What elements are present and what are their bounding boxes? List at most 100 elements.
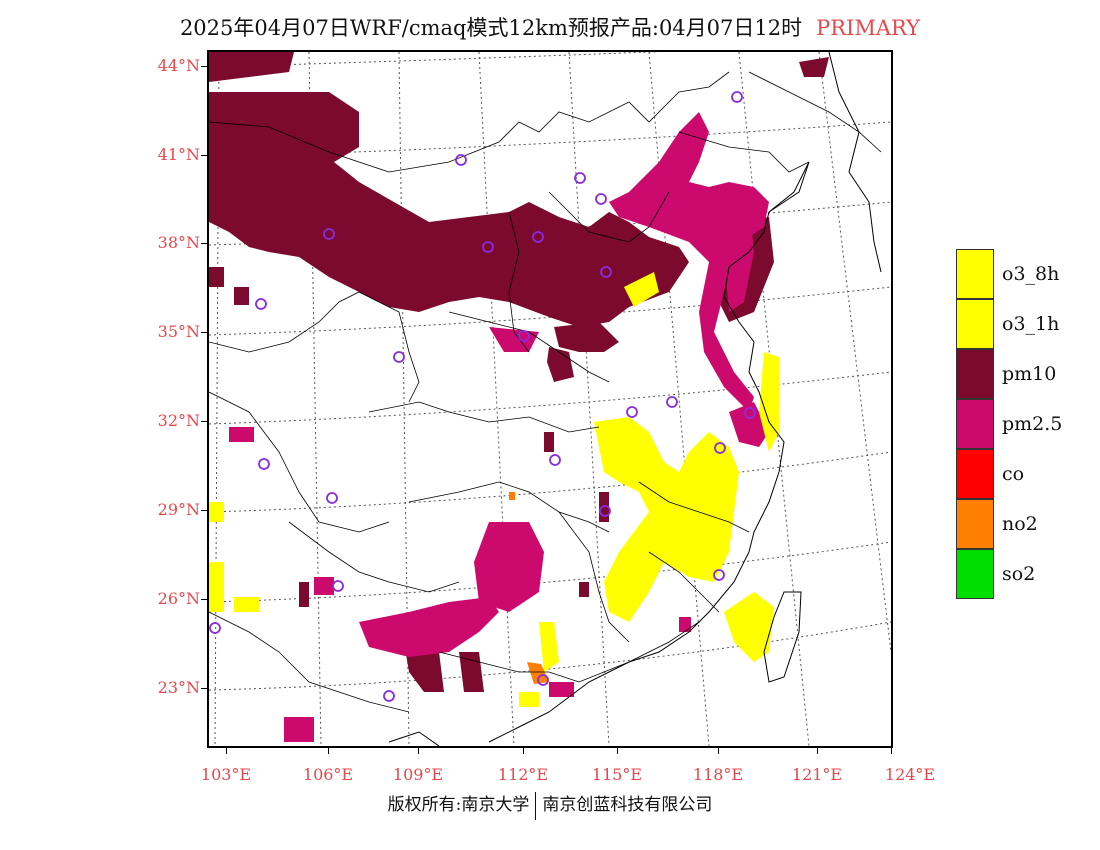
copyright-footer: 版权所有:南京大学 南京创蓝科技有限公司	[0, 790, 1100, 820]
boundary-zhejiang	[638, 481, 750, 533]
copyright-left: 版权所有:南京大学	[387, 795, 530, 815]
pm25-speck-5	[679, 617, 691, 632]
legend-label: no2	[1002, 513, 1038, 535]
latitude-tick	[201, 155, 207, 156]
legend-swatch	[956, 349, 994, 399]
legend-swatch	[956, 299, 994, 349]
pm10-speck-4	[599, 492, 609, 522]
longitude-label: 112°E	[497, 765, 549, 784]
latitude-tick	[201, 243, 207, 244]
latitude-label: 38°N	[157, 233, 200, 252]
latitude-label: 41°N	[157, 145, 200, 164]
pm25-speck-1	[229, 427, 254, 442]
circle-marker-icon	[383, 690, 395, 702]
pm25-jiangsu-coast	[729, 402, 769, 447]
pm25-bohai-arm	[724, 192, 754, 312]
boundary-liaoning	[678, 131, 810, 173]
longitude-label: 109°E	[392, 765, 444, 784]
legend-swatch	[956, 449, 994, 499]
circle-marker-icon	[518, 330, 530, 342]
legend-swatch	[956, 549, 994, 599]
taiwan-island	[763, 591, 802, 683]
longitude-label: 121°E	[791, 765, 843, 784]
circle-marker-icon	[393, 351, 405, 363]
circle-marker-icon	[600, 266, 612, 278]
latitude-tick	[201, 510, 207, 511]
longitude-tick	[817, 748, 818, 754]
circle-marker-icon	[574, 172, 586, 184]
station-markers	[209, 91, 756, 702]
latitude-tick	[201, 66, 207, 67]
latitude-label: 44°N	[157, 56, 200, 75]
legend-label: so2	[1002, 563, 1036, 585]
latitude-label: 32°N	[157, 411, 200, 430]
longitude-label: 106°E	[302, 765, 354, 784]
boundary-sichuan	[209, 391, 390, 533]
parallel-26	[209, 541, 891, 603]
circle-marker-icon	[595, 193, 607, 205]
circle-marker-icon	[666, 396, 678, 408]
boundary-inner-mongolia	[209, 71, 730, 173]
circle-marker-icon	[482, 241, 494, 253]
circle-marker-icon	[323, 228, 335, 240]
longitude-label: 118°E	[692, 765, 744, 784]
boundary-yunnan	[209, 611, 410, 713]
pm10-speck-1	[209, 267, 224, 287]
parallel-32	[209, 371, 891, 425]
circle-marker-icon	[455, 154, 467, 166]
longitude-label: 115°E	[591, 765, 643, 784]
taiwan-outline	[763, 591, 802, 683]
map-panel[interactable]	[207, 50, 893, 748]
longitude-tick	[523, 748, 524, 754]
o3-fujian-coast	[724, 592, 774, 662]
longitude-label: 124°E	[884, 765, 936, 784]
pm25-guangxi-band	[359, 597, 499, 657]
meridian-124	[818, 52, 891, 653]
meridian-115	[568, 52, 610, 746]
meridian-112	[478, 52, 515, 746]
meridian-121	[738, 52, 810, 746]
boundary-hebei	[548, 191, 670, 243]
pm25-regions	[229, 112, 769, 742]
circle-marker-icon	[209, 622, 221, 634]
no2-regions	[509, 492, 549, 684]
circle-marker-icon	[326, 492, 338, 504]
longitude-tick	[617, 748, 618, 754]
pm25-speck-2	[314, 577, 334, 595]
copyright-separator	[535, 791, 537, 820]
pm25-beijing-plume	[609, 112, 769, 412]
latitude-label: 29°N	[157, 500, 200, 519]
coastline-liaodong	[768, 161, 810, 213]
circle-marker-icon	[332, 580, 344, 592]
coastline-korea	[828, 52, 882, 273]
o3-guangdong	[539, 622, 559, 672]
circle-marker-icon	[731, 91, 743, 103]
legend-label: pm10	[1002, 363, 1057, 385]
pm25-speck-3	[284, 717, 314, 742]
coastline-main	[488, 161, 810, 743]
circle-marker-icon	[549, 454, 561, 466]
circle-marker-icon	[255, 298, 267, 310]
pm10-henan-patch	[547, 347, 574, 382]
latitude-label: 26°N	[157, 589, 200, 608]
latitude-label: 23°N	[157, 678, 200, 697]
map-canvas	[209, 52, 891, 746]
legend-label: o3_8h	[1002, 263, 1060, 285]
legend-label: o3_1h	[1002, 313, 1060, 335]
longitude-tick	[891, 748, 892, 754]
longitude-label: 103°E	[200, 765, 252, 784]
map-title: 2025年04月07日WRF/cmaq模式12km预报产品:04月07日12时 P…	[0, 12, 1100, 42]
circle-marker-icon	[714, 442, 726, 454]
pm10-speck-2	[234, 287, 249, 305]
latitude-tick	[201, 421, 207, 422]
longitude-tick	[328, 748, 329, 754]
parallel-44	[209, 52, 662, 68]
boundary-shaanxi	[209, 291, 420, 403]
longitude-tick	[226, 748, 227, 754]
legend-label: co	[1002, 463, 1025, 485]
longitude-tick	[418, 748, 419, 754]
circle-marker-icon	[258, 458, 270, 470]
meridian-109	[398, 52, 410, 746]
boundary-fujian	[648, 551, 720, 613]
pm10-speck-3	[544, 432, 554, 452]
